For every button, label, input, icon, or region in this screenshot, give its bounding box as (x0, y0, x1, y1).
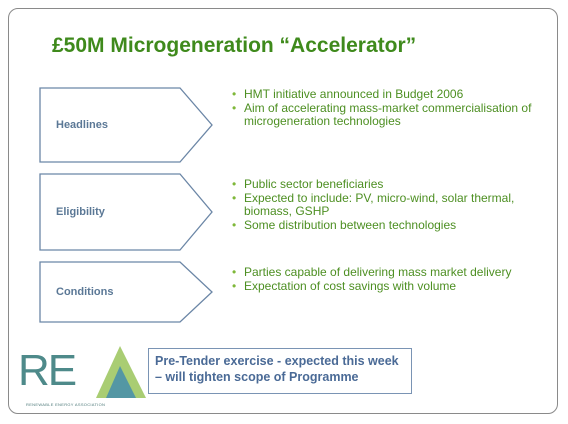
arrow-shape (39, 87, 213, 163)
logo-mark: RE (18, 346, 77, 395)
bullet-list: Parties capable of delivering mass marke… (232, 266, 532, 294)
slide-title: £50M Microgeneration “Accelerator” (52, 34, 417, 57)
logo-triangle (106, 366, 136, 398)
bullet: Public sector beneficiaries (232, 178, 532, 192)
arrow-shape (39, 261, 213, 323)
bullet: Expected to include: PV, micro-wind, sol… (232, 192, 532, 218)
section-label: Conditions (56, 286, 114, 298)
arrow-shape (39, 173, 213, 251)
section-label: Eligibility (56, 206, 105, 218)
bullet-list: HMT initiative announced in Budget 2006A… (232, 88, 532, 129)
bullet: Parties capable of delivering mass marke… (232, 266, 532, 280)
bullet: Expectation of cost savings with volume (232, 280, 532, 294)
bullet-list: Public sector beneficiariesExpected to i… (232, 178, 532, 233)
callout: Pre-Tender exercise - expected this week… (148, 348, 412, 394)
logo-tagline: RENEWABLE ENERGY ASSOCIATION (26, 402, 106, 407)
slide-frame (8, 8, 558, 414)
section-label: Headlines (56, 119, 108, 131)
bullet: HMT initiative announced in Budget 2006 (232, 88, 532, 102)
bullet: Aim of accelerating mass-market commerci… (232, 102, 532, 128)
bullet: Some distribution between technologies (232, 219, 532, 233)
